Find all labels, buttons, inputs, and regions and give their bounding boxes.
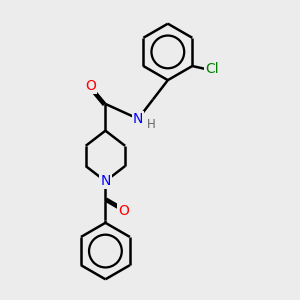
Text: H: H bbox=[147, 118, 156, 131]
Text: N: N bbox=[133, 112, 143, 126]
Text: O: O bbox=[85, 79, 96, 93]
Text: N: N bbox=[100, 174, 111, 188]
Text: O: O bbox=[118, 204, 129, 218]
Text: Cl: Cl bbox=[206, 62, 219, 76]
